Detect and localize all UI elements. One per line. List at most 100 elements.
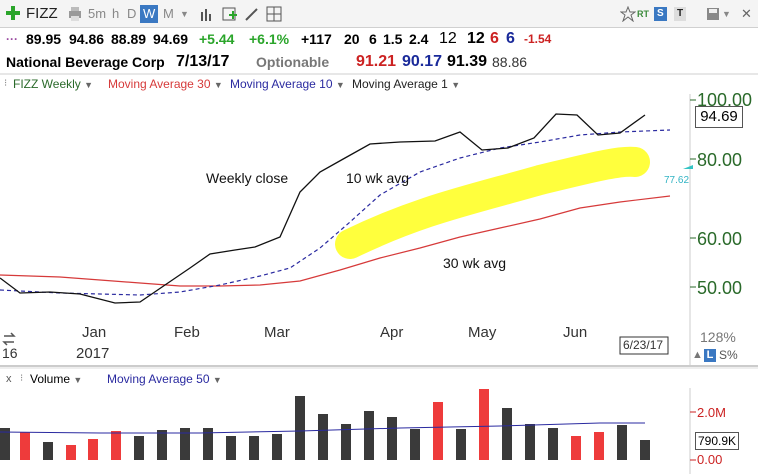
vol-bar [433,402,443,460]
ma30-value: 91.21 [356,53,397,70]
quote-date: 7/13/17 [176,53,230,70]
bar-chart-icon[interactable] [199,6,215,22]
price-legend: ⁝ FIZZ Weekly ▼ Moving Average 30 ▼ Movi… [0,74,700,94]
add-study-icon[interactable] [222,6,238,22]
timeframe-d[interactable]: D [127,6,137,21]
x-label-jun: Jun [563,324,588,341]
legend-ma10[interactable]: Moving Average 10 ▼ [230,74,345,95]
timeframe-h[interactable]: h [112,6,120,21]
company-row: National Beverage Corp 7/13/17 Optionabl… [0,51,758,73]
legend-fizz-weekly-label: FIZZ Weekly [13,77,81,91]
current-volume-box: 790.9K [695,432,739,450]
t-button[interactable]: T [674,7,687,21]
options-dropdown-icon[interactable]: ▼ [722,9,731,19]
vol-bar [88,439,98,460]
legend-volume[interactable]: Volume ▼ [30,370,82,389]
annotation-weekly-close: Weekly close [206,170,289,186]
dots-icon: ··· [6,32,18,46]
quote-v8: 6 [490,30,499,47]
company-name: National Beverage Corp [6,54,165,70]
legend-fizz-weekly[interactable]: FIZZ Weekly ▼ [13,74,93,95]
vol-bar [20,432,30,460]
quote-low: 88.89 [111,31,147,47]
quote-change-pct: +6.1% [249,31,290,47]
arrow-badge[interactable]: ▲ [692,349,703,361]
s-button[interactable]: S [654,7,667,21]
legend-ma1-label: Moving Average 1 [352,77,448,91]
quote-v1: +117 [301,31,332,47]
timeframe-w[interactable]: W [140,5,159,23]
zoom-percent[interactable]: 128% [700,329,736,345]
price-line [0,113,646,304]
volume-bars [0,389,650,460]
vol-bar [226,436,236,460]
quote-close: 94.69 [153,31,189,47]
vol-bar [410,429,420,460]
x-label-left-cut: 16 [2,345,18,361]
close-panel-icon[interactable]: x [6,373,12,385]
caret-down-icon: ▼ [73,375,83,385]
legend-volume-ma50[interactable]: Moving Average 50 ▼ [107,370,222,389]
vol-bar [640,440,650,460]
vol-bar [203,428,213,460]
annotation-10wk: 10 wk avg [346,170,410,186]
scale-pct-badge[interactable]: S% [719,348,738,362]
legend-ma1[interactable]: Moving Average 1 ▼ [352,74,460,95]
print-icon[interactable] [67,6,83,22]
date-box-label: 6/23/17 [623,338,664,352]
volume-legend: x ⁝ Volume ▼ Moving Average 50 ▼ [0,370,700,388]
vol-bar [43,442,53,460]
ma10-value: 90.17 [402,53,443,70]
vol-bar [134,436,144,460]
vol-bar [617,425,627,460]
vol-bar [364,411,374,460]
ma1-value: 91.39 [447,53,488,70]
vol-bar [66,445,76,460]
save-icon[interactable] [706,6,722,22]
legend-expand-icon[interactable]: ⁝ [20,373,24,384]
legend-volume-label: Volume [30,372,71,386]
caret-down-icon: ▼ [451,80,461,90]
vol-label-2m: 2.0M [697,405,726,420]
vol-bar [295,396,305,460]
vol-bar [548,428,558,460]
ma-marker-arrow [683,165,693,169]
ma30-line [0,195,671,287]
quote-high: 94.86 [69,31,105,47]
legend-ma10-label: Moving Average 10 [230,77,333,91]
legend-ma30[interactable]: Moving Average 30 ▼ [108,74,223,95]
draw-pencil-icon[interactable] [244,6,260,22]
timeframe-m[interactable]: M [163,6,174,21]
vol-bar [249,436,259,460]
vol-label-0: 0.00 [697,452,723,467]
y-label-100: 100.00 [697,90,753,110]
refresh-icon[interactable] [2,332,16,346]
ma10-line [0,129,671,296]
extra-value: 88.86 [492,54,528,70]
star-icon[interactable] [620,6,636,22]
vol-bar [525,424,535,460]
quote-v10: -1.54 [524,32,552,46]
caret-down-icon: ▼ [212,375,222,385]
ma-marker-value: 77.62 [664,175,690,186]
timeframe-dropdown-icon[interactable]: ▼ [180,9,189,19]
quote-v7: 12 [467,30,485,47]
quote-open: 89.95 [26,31,62,47]
timeframe-5m[interactable]: 5m [88,6,107,21]
add-plus-icon[interactable] [5,5,21,21]
legend-expand-icon[interactable]: ⁝ [4,78,8,89]
caret-down-icon: ▼ [84,80,94,90]
grid-icon[interactable] [266,6,282,22]
quote-v3: 6 [369,31,377,47]
log-scale-badge[interactable]: L [704,349,716,362]
vol-bar [594,432,604,460]
vol-bar [272,434,282,460]
close-icon[interactable]: ✕ [741,6,752,21]
rt-badge[interactable]: RT [637,9,649,19]
current-price-box: 94.69 [695,106,743,128]
vol-bar [180,428,190,460]
y-label-80: 80.00 [697,150,743,170]
symbol-label[interactable]: FIZZ [26,5,58,22]
caret-down-icon: ▼ [213,80,223,90]
